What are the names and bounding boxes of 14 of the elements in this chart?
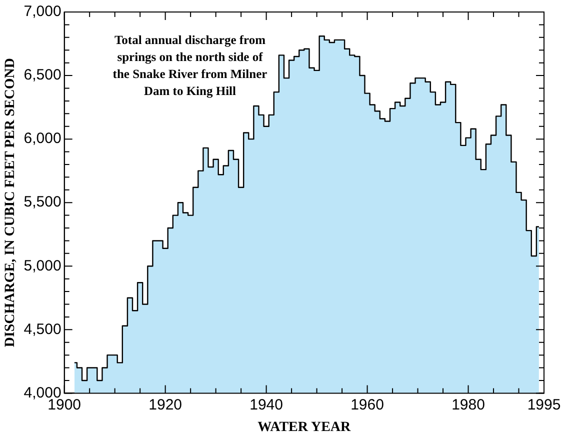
x-tick-label: 1960 — [350, 396, 384, 414]
x-tick-label: 1980 — [452, 396, 485, 414]
x-tick-label: 1920 — [148, 396, 182, 414]
y-tick-label: 5,500 — [24, 194, 62, 211]
annotation: Total annual discharge from springs on the north side of the Snake River from Milner Dam to King Hill — [112, 32, 268, 100]
x-tick-label: 1995 — [527, 396, 561, 414]
y-tick-label: 5,000 — [24, 257, 62, 274]
y-tick-label: 6,500 — [24, 66, 62, 84]
y-tick-label: 7,000 — [24, 3, 62, 20]
x-tick-label: 1940 — [250, 396, 283, 414]
y-tick-label: 4,500 — [24, 320, 62, 338]
x-axis-title: WATER YEAR — [258, 420, 352, 436]
y-tick-label: 6,000 — [24, 130, 62, 148]
y-axis-title: DISCHARGE, IN CUBIC FEET PER SECOND — [3, 58, 18, 348]
